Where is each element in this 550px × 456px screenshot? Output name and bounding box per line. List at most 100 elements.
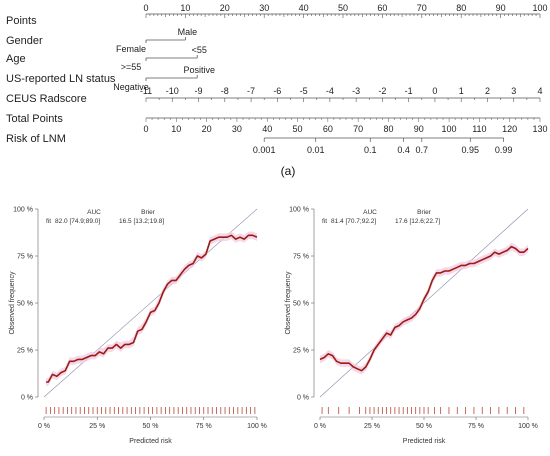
total-points-tick-label: 70 [353,124,363,134]
total-points-tick-label: 130 [532,124,547,134]
auc-value: 82.0 [74.9;89.0] [55,218,100,225]
radscore-tick-label: 0 [432,86,437,96]
y-tick-label: 75 % [17,254,33,261]
x-axis-label: Predicted risk [403,438,446,445]
x-tick-label: 100 % [518,423,538,430]
y-axis-label: Observed frequency [285,271,292,335]
category-label: Positive [183,65,215,75]
risk-tick-label: 0.01 [307,145,325,155]
total-points-tick-label: 30 [232,124,242,134]
radscore-tick-label: -9 [195,86,203,96]
x-tick-label: 0 % [314,423,326,430]
category-label: Female [116,44,146,54]
radscore-tick-label: -11 [140,86,152,96]
brier-value: 17.6 [12.6;22.7] [395,218,440,225]
panel-label-a: (a) [281,164,296,178]
total-points-tick-label: 100 [442,124,457,134]
x-tick-label: 25 % [364,423,380,430]
auc-header: AUC [87,209,101,216]
radscore-tick-label: -5 [300,86,308,96]
nomogram-row-label: Risk of LNM [6,133,66,145]
nomogram-row-label: Gender [6,35,43,47]
total-points-tick-label: 120 [502,124,517,134]
category-label: Male [178,27,198,37]
y-tick-label: 25 % [17,348,33,355]
auc-value: 81.4 [70.7;92.2] [331,218,376,225]
points-tick-label: 60 [377,3,387,13]
y-tick-label: 0 % [297,395,309,402]
radscore-tick-label: -7 [247,86,255,96]
radscore-tick-label: -10 [166,86,179,96]
brier-header: Brier [417,209,432,216]
calibration-curve [319,245,529,372]
x-tick-label: 0 % [38,423,50,430]
nomogram-row-label: Total Points [6,113,63,125]
radscore-tick-label: -4 [326,86,334,96]
points-tick-label: 10 [180,3,190,13]
risk-tick-label: 0.4 [397,145,410,155]
total-points-tick-label: 60 [323,124,333,134]
points-tick-label: 70 [417,3,427,13]
risk-tick-label: 0.001 [253,145,276,155]
radscore-tick-label: 1 [459,86,464,96]
x-axis-label: Predicted risk [129,438,172,445]
radscore-tick-label: -2 [378,86,386,96]
y-tick-label: 100 % [289,207,309,214]
points-tick-label: 0 [143,3,148,13]
risk-tick-label: 0.7 [416,145,429,155]
total-points-tick-label: 40 [262,124,272,134]
total-points-tick-label: 90 [414,124,424,134]
points-tick-label: 20 [220,3,230,13]
brier-value: 16.5 [13.2;19.8] [119,218,164,225]
radscore-tick-label: -6 [273,86,281,96]
risk-tick-label: 0.99 [495,145,513,155]
x-tick-label: 75 % [468,423,484,430]
category-label: Negative [113,82,149,92]
x-tick-label: 50 % [416,423,432,430]
radscore-tick-label: 2 [485,86,490,96]
y-tick-label: 25 % [293,348,309,355]
total-points-tick-label: 110 [472,124,486,134]
radscore-tick-label: -1 [405,86,413,96]
points-tick-label: 50 [338,3,348,13]
y-tick-label: 75 % [293,254,309,261]
x-tick-label: 75 % [196,423,212,430]
category-label: >=55 [121,62,142,72]
radscore-tick-label: 3 [511,86,516,96]
y-tick-label: 0 % [21,395,33,402]
x-tick-label: 25 % [89,423,105,430]
calibration-curve [46,234,258,383]
calibration-plot-c: 0 % 25 % 50 % 75 % 100 % 0 % 25 % 50 % 75 % 100 %… [285,207,538,446]
y-tick-label: 50 % [17,301,33,308]
x-tick-label: 100 % [247,423,267,430]
calibration-plot-b: 0 % 25 % 50 % 75 % 100 % 0 % 25 % 50 % 75 % 100 %… [9,207,267,446]
nomogram-row-label: Points [6,15,37,27]
stats-row-name: fit [322,218,327,225]
radscore-tick-label: -3 [352,86,360,96]
nomogram-row-label: Age [6,53,26,65]
total-points-tick-label: 80 [383,124,393,134]
points-tick-label: 100 [532,3,547,13]
brier-header: Brier [141,209,156,216]
points-tick-label: 30 [259,3,269,13]
y-tick-label: 50 % [293,301,309,308]
confidence-band [320,242,528,375]
risk-tick-label: 0.1 [364,145,377,155]
confidence-band [46,231,257,386]
points-tick-label: 40 [299,3,309,13]
total-points-tick-label: 20 [202,124,212,134]
x-tick-label: 50 % [143,423,159,430]
stats-row-name: fit [46,218,51,225]
auc-header: AUC [363,209,377,216]
total-points-tick-label: 10 [171,124,181,134]
total-points-tick-label: 50 [293,124,303,134]
category-label: <55 [192,45,207,55]
points-tick-label: 90 [496,3,506,13]
y-tick-label: 100 % [13,207,33,214]
radscore-tick-label: 4 [537,86,542,96]
total-points-tick-label: 0 [143,124,148,134]
radscore-tick-label: -8 [221,86,229,96]
nomogram-row-label: CEUS Radscore [6,93,87,105]
